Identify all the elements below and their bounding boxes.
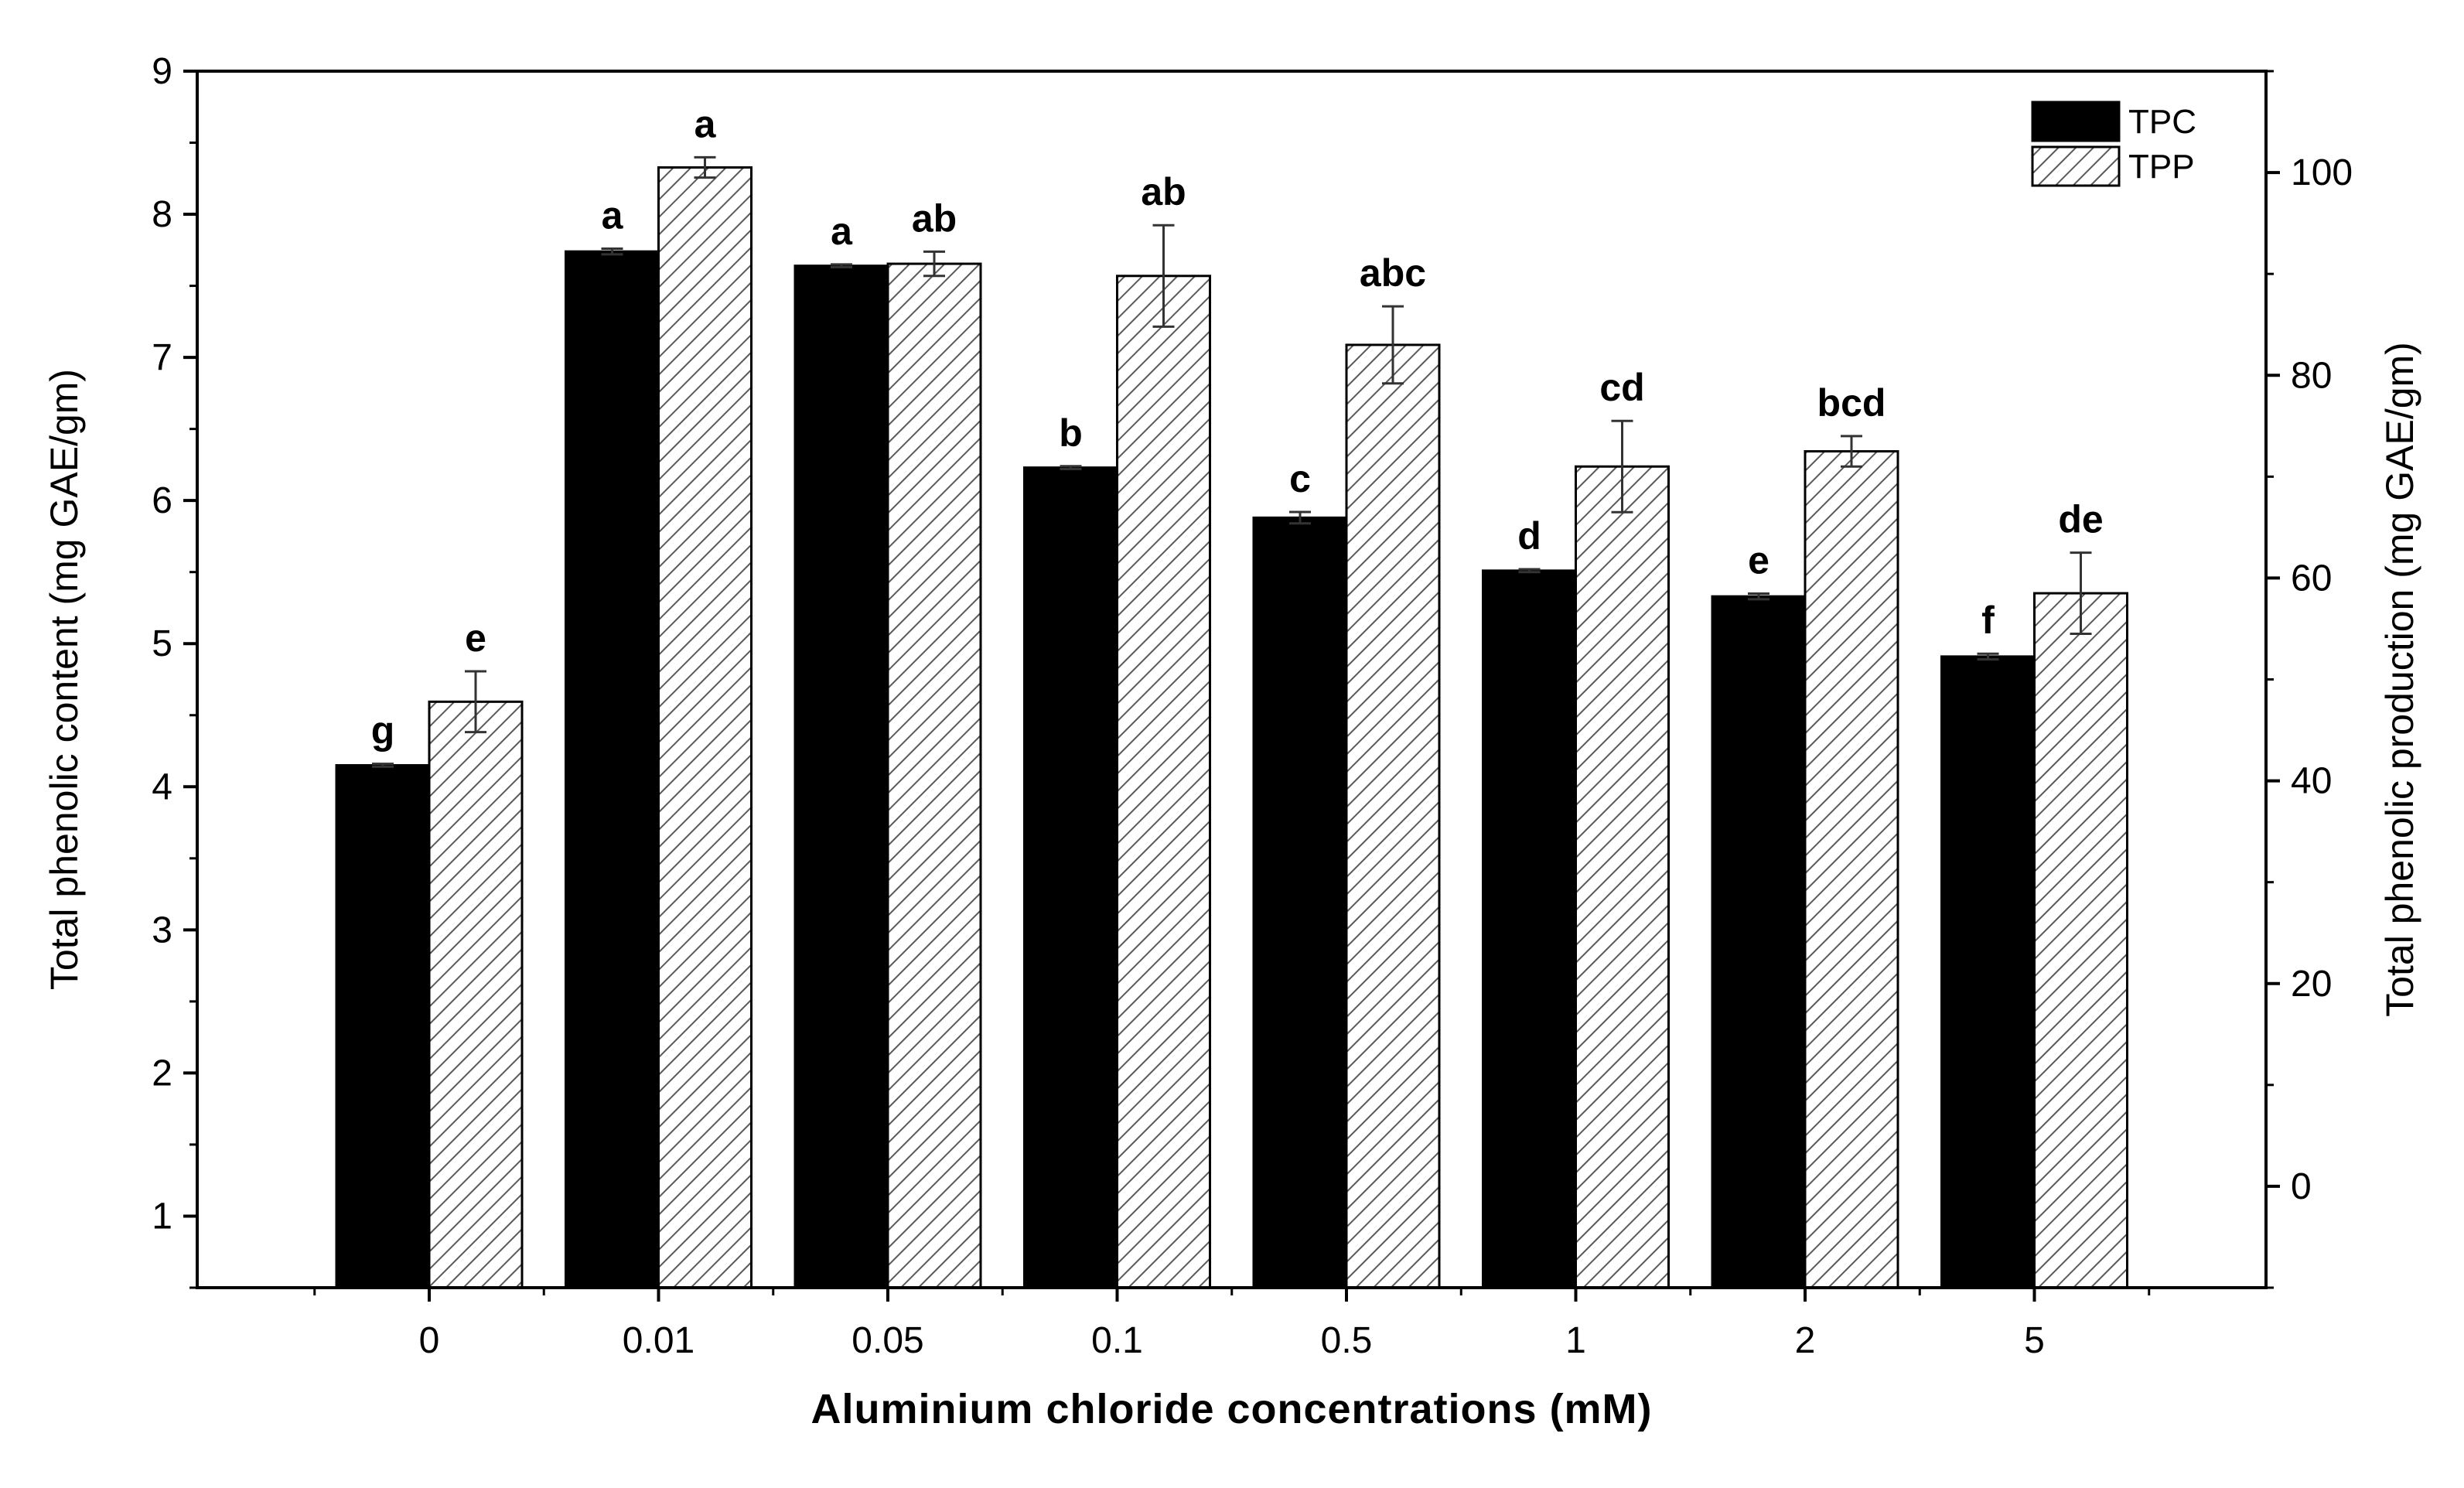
y-tick-label: 2 (152, 1053, 172, 1094)
bar-tpp (2033, 592, 2128, 1289)
legend-swatch-tpc (2031, 101, 2121, 142)
significance-label-tpc: a (831, 210, 853, 253)
bar-tpc (1711, 595, 1807, 1289)
bar-tpc (1252, 516, 1348, 1289)
legend-label-tpp: TPP (2128, 148, 2195, 186)
significance-label-tpp: bcd (1817, 381, 1886, 425)
y-axis-title: Total phenolic content (mg GAE/gm) (43, 369, 86, 990)
bar-tpp (1575, 465, 1670, 1289)
y2-tick-label: 60 (2291, 558, 2332, 599)
legend: TPC TPP (2031, 101, 2196, 187)
bar-tpc (565, 250, 660, 1289)
x-tick-label: 0.1 (1091, 1320, 1143, 1361)
x-axis-title: Aluminium chloride concentrations (mM) (811, 1386, 1652, 1432)
bar-tpc (1482, 569, 1577, 1289)
legend-swatch-tpp (2031, 145, 2121, 187)
y-tick-label: 8 (152, 194, 172, 235)
significance-label-tpp: ab (1141, 170, 1186, 213)
y2-tick-label: 0 (2291, 1166, 2312, 1207)
y2-axis-title: Total phenolic production (mg GAE/gm) (2378, 342, 2421, 1017)
bar-tpc (1023, 466, 1118, 1289)
significance-label-tpc: b (1059, 411, 1083, 455)
significance-label-tpp: a (694, 102, 717, 145)
x-tick-label: 0.5 (1321, 1320, 1373, 1361)
significance-label-tpc: g (371, 709, 395, 753)
significance-label-tpc: e (1748, 538, 1770, 582)
significance-label-tpc: d (1517, 514, 1541, 558)
y2-tick-label: 20 (2291, 964, 2332, 1005)
axes: 1 2 3 4 5 6 7 8 9 0 20 40 60 80 100 0 0.01 0.05 0.1 0.5 1 2 5 (152, 51, 2353, 1361)
y-tick-label: 5 (152, 623, 172, 664)
x-tick-label: 2 (1795, 1320, 1816, 1361)
y-tick-label: 7 (152, 337, 172, 378)
significance-label-tpp: abc (1360, 251, 1426, 295)
y2-tick-label: 40 (2291, 761, 2332, 802)
bar-tpp (1804, 450, 1899, 1289)
bar-tpp (428, 700, 524, 1289)
significance-label-tpc: f (1981, 599, 1995, 642)
bar-tpc (1940, 655, 2036, 1289)
bar-tpc (335, 764, 431, 1289)
bar-tpp (886, 262, 982, 1289)
x-tick-label: 0 (419, 1320, 440, 1361)
significance-label-tpc: a (602, 193, 624, 237)
y2-tick-label: 80 (2291, 355, 2332, 396)
significance-label-tpp: de (2058, 498, 2103, 541)
bar-tpp (657, 166, 753, 1289)
bar-tpp (1116, 275, 1211, 1289)
significance-label-tpp: ab (912, 196, 957, 240)
bar-tpc (793, 264, 889, 1289)
legend-label-tpc: TPC (2128, 103, 2196, 141)
x-tick-label: 5 (2024, 1320, 2045, 1361)
significance-label-tpp: cd (1599, 366, 1644, 409)
y-tick-label: 6 (152, 480, 172, 521)
significance-label-tpp: e (465, 616, 486, 660)
y-tick-label: 1 (152, 1196, 172, 1237)
x-tick-label: 1 (1565, 1320, 1586, 1361)
x-tick-label: 0.01 (623, 1320, 694, 1361)
y-tick-label: 3 (152, 910, 172, 950)
y-tick-label: 4 (152, 766, 172, 807)
y-tick-label: 9 (152, 51, 172, 92)
y2-tick-label: 100 (2291, 152, 2353, 193)
x-tick-label: 0.05 (851, 1320, 923, 1361)
significance-label-tpc: c (1289, 457, 1311, 500)
bar-tpp (1345, 343, 1441, 1289)
